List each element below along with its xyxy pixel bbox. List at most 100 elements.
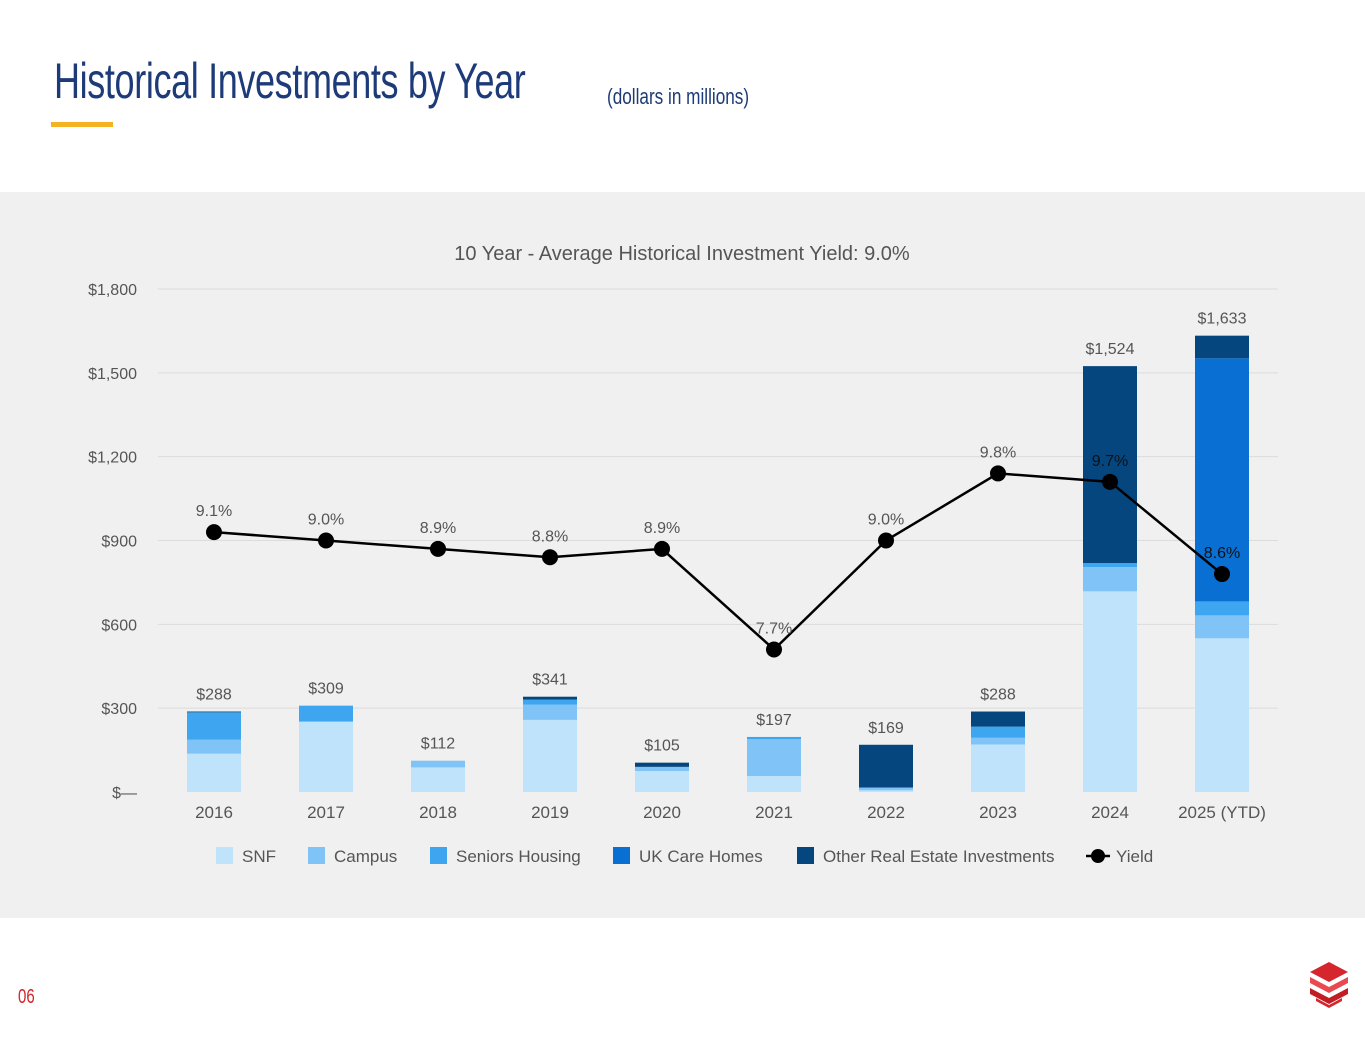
stacked-chevron-logo-icon — [1306, 960, 1352, 1015]
bar-campus — [1195, 615, 1249, 639]
yield-label: 8.8% — [532, 528, 568, 545]
yield-point — [1214, 566, 1230, 583]
x-tick-label: 2025 (YTD) — [1178, 803, 1266, 822]
bar-other-real-estate-investments — [1083, 366, 1137, 564]
bar-campus — [411, 760, 465, 768]
y-tick-label: $600 — [101, 617, 137, 634]
yield-point — [654, 540, 670, 557]
bar-campus — [1083, 567, 1137, 592]
title-accent-bar — [51, 122, 113, 127]
bar-other-real-estate-investments — [635, 762, 689, 767]
y-tick-label: $900 — [101, 534, 137, 551]
x-tick-label: 2018 — [419, 803, 457, 822]
total-label: $1,524 — [1086, 341, 1135, 358]
bar-snf — [1195, 638, 1249, 792]
total-label: $309 — [308, 681, 344, 698]
title-block: Historical Investments by Year — [54, 52, 709, 110]
y-tick-label: $1,200 — [88, 450, 137, 467]
yield-point — [990, 465, 1006, 482]
yield-label: 9.0% — [868, 512, 904, 529]
bar-other-real-estate-investments — [187, 711, 241, 713]
bar-snf — [187, 753, 241, 792]
bar-seniors-housing — [747, 736, 801, 740]
x-tick-label: 2022 — [867, 803, 905, 822]
bar-other-real-estate-investments — [1195, 335, 1249, 359]
bar-other-real-estate-investments — [859, 744, 913, 788]
legend-swatch — [797, 847, 814, 864]
legend-label: Seniors Housing — [456, 847, 581, 866]
bar-campus — [187, 739, 241, 754]
yield-label: 8.9% — [420, 520, 456, 537]
legend-label: Other Real Estate Investments — [823, 847, 1055, 866]
yield-point — [542, 549, 558, 566]
y-tick-label: $1,800 — [88, 282, 137, 299]
bar-campus — [523, 704, 577, 720]
legend-swatch — [216, 847, 233, 864]
page-subtitle: (dollars in millions) — [607, 84, 750, 109]
bar-snf — [971, 744, 1025, 792]
bar-seniors-housing — [523, 699, 577, 705]
bar-campus — [747, 739, 801, 777]
investment-chart: 10 Year - Average Historical Investment … — [88, 243, 1278, 866]
bar-seniors-housing — [1083, 563, 1137, 568]
yield-label: 7.7% — [756, 620, 792, 637]
x-tick-label: 2020 — [643, 803, 681, 822]
y-tick-label: $300 — [101, 701, 137, 718]
bar-snf — [523, 719, 577, 792]
yield-label: 9.1% — [196, 503, 232, 520]
total-label: $105 — [644, 738, 680, 755]
yield-point — [206, 524, 222, 541]
total-label: $1,633 — [1198, 311, 1247, 328]
legend-label: UK Care Homes — [639, 847, 763, 866]
total-label: $288 — [980, 687, 1016, 704]
bar-campus — [971, 737, 1025, 745]
total-label: $341 — [532, 672, 568, 689]
bar-snf — [635, 771, 689, 792]
page-number: 06 — [18, 986, 35, 1008]
yield-label: 9.8% — [980, 444, 1016, 461]
bar-snf — [299, 721, 353, 792]
bar-campus — [859, 787, 913, 791]
y-tick-label: $1,500 — [88, 366, 137, 383]
chart-panel: 10 Year - Average Historical Investment … — [0, 192, 1365, 918]
bar-uk-care-homes — [1195, 358, 1249, 602]
bar-snf — [1083, 591, 1137, 792]
x-tick-label: 2017 — [307, 803, 345, 822]
yield-point — [878, 532, 894, 549]
yield-point — [766, 641, 782, 658]
bar-other-real-estate-investments — [971, 711, 1025, 727]
total-label: $288 — [196, 687, 232, 704]
yield-point — [430, 540, 446, 557]
legend-label: Campus — [334, 847, 397, 866]
yield-label: 9.7% — [1092, 453, 1128, 470]
chart-title: 10 Year - Average Historical Investment … — [454, 243, 910, 265]
bar-snf — [411, 767, 465, 792]
legend-yield-marker — [1091, 849, 1105, 863]
bar-snf — [859, 790, 913, 792]
legend-swatch — [430, 847, 447, 864]
legend-swatch — [308, 847, 325, 864]
bar-seniors-housing — [971, 726, 1025, 738]
x-tick-label: 2024 — [1091, 803, 1129, 822]
yield-line — [213, 472, 1223, 652]
legend-label: Yield — [1116, 847, 1153, 866]
legend-label: SNF — [242, 847, 276, 866]
yield-label: 9.0% — [308, 512, 344, 529]
total-label: $169 — [868, 720, 904, 737]
page-title: Historical Investments by Year — [54, 53, 526, 109]
x-tick-label: 2021 — [755, 803, 793, 822]
y-tick-label: $— — [112, 785, 137, 802]
legend-swatch — [613, 847, 630, 864]
yield-point — [1102, 473, 1118, 490]
bar-other-real-estate-investments — [523, 696, 577, 700]
bar-seniors-housing — [1195, 601, 1249, 616]
yield-point — [318, 532, 334, 549]
bar-seniors-housing — [187, 712, 241, 740]
x-tick-label: 2016 — [195, 803, 233, 822]
bar-campus — [635, 766, 689, 772]
yield-label: 8.6% — [1204, 545, 1240, 562]
yield-label: 8.9% — [644, 520, 680, 537]
total-label: $112 — [421, 736, 456, 753]
x-tick-label: 2019 — [531, 803, 569, 822]
total-label: $197 — [756, 712, 792, 729]
